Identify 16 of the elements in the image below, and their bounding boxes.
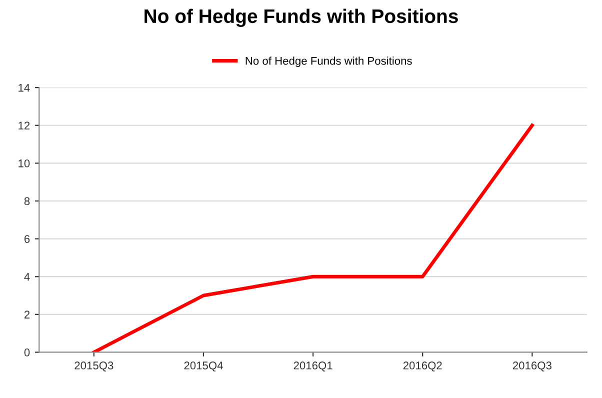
x-tick-label: 2016Q3	[512, 362, 552, 372]
line-series	[92, 124, 534, 352]
legend-label: No of Hedge Funds with Positions	[246, 56, 412, 67]
chart-title: No of Hedge Funds with Positions	[144, 8, 458, 28]
x-tick-label: 2016Q1	[294, 362, 332, 372]
y-tick-label: 10	[18, 159, 30, 168]
y-tick-label: 6	[24, 235, 30, 243]
y-tick-label: 2	[24, 310, 30, 318]
y-tick-label: 12	[18, 122, 30, 130]
x-tick-label: 2016Q2	[403, 362, 442, 372]
y-tick-label: 14	[18, 84, 30, 92]
y-tick-label: 8	[24, 197, 30, 206]
y-tick-label: 4	[24, 272, 30, 281]
y-tick-label: 0	[24, 348, 30, 356]
x-tick-label: 2015Q3	[74, 362, 114, 372]
x-tick-label: 2015Q4	[184, 362, 223, 372]
